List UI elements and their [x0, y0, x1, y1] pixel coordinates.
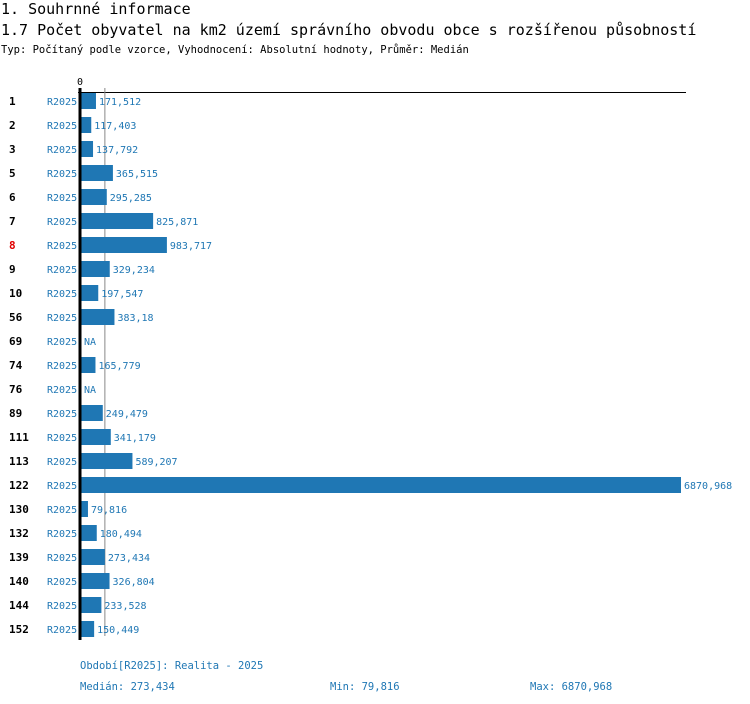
series-label: R2025: [47, 313, 77, 324]
series-label: R2025: [47, 97, 77, 108]
axis-zero-label: 0: [77, 77, 83, 88]
data-label: 249,479: [106, 409, 148, 420]
series-label: R2025: [47, 385, 77, 396]
chart-title: 1.7 Počet obyvatel na km2 území správníh…: [1, 21, 697, 39]
bar: [81, 405, 103, 421]
category-label: 74: [9, 359, 23, 372]
data-label: 233,528: [104, 601, 146, 612]
series-label: R2025: [47, 505, 77, 516]
data-label: 180,494: [100, 529, 142, 540]
series-label: R2025: [47, 409, 77, 420]
category-label: 139: [9, 551, 29, 564]
series-label: R2025: [47, 481, 77, 492]
category-label: 132: [9, 527, 29, 540]
data-label: 6870,968: [684, 481, 732, 492]
series-label: R2025: [47, 265, 77, 276]
data-label: 137,792: [96, 145, 138, 156]
series-label: R2025: [47, 625, 77, 636]
data-label: 150,449: [97, 625, 139, 636]
bar: [81, 261, 110, 277]
data-label: 171,512: [99, 97, 141, 108]
bar: [81, 285, 99, 301]
bar: [81, 213, 154, 229]
bar: [81, 189, 107, 205]
bar: [81, 621, 95, 637]
bar: [81, 597, 102, 613]
series-label: R2025: [47, 121, 77, 132]
bar: [81, 117, 92, 133]
footer-median: Medián: 273,434: [80, 681, 175, 693]
bar: [81, 93, 96, 109]
series-label: R2025: [47, 577, 77, 588]
series-label: R2025: [47, 241, 77, 252]
data-label: 117,403: [94, 121, 136, 132]
series-label: R2025: [47, 217, 77, 228]
bar: [81, 165, 113, 181]
bar: [81, 477, 681, 493]
category-label: 89: [9, 407, 22, 420]
footer-max: Max: 6870,968: [530, 681, 613, 693]
category-label: 3: [9, 143, 16, 156]
category-label: 113: [9, 455, 29, 468]
category-label: 5: [9, 167, 16, 180]
section-title: 1. Souhrnné informace: [1, 0, 191, 18]
category-label: 111: [9, 431, 29, 444]
data-label: 79,816: [91, 505, 127, 516]
series-label: R2025: [47, 337, 77, 348]
category-label: 69: [9, 335, 22, 348]
data-label: NA: [84, 337, 96, 348]
data-label: 329,234: [113, 265, 155, 276]
series-label: R2025: [47, 169, 77, 180]
bar: [81, 309, 115, 325]
data-label: 365,515: [116, 169, 158, 180]
data-label: 983,717: [170, 241, 212, 252]
category-label: 2: [9, 119, 16, 132]
bar: [81, 237, 167, 253]
category-label: 122: [9, 479, 29, 492]
series-label: R2025: [47, 289, 77, 300]
bar: [81, 453, 133, 469]
category-label: 6: [9, 191, 16, 204]
data-label: 589,207: [135, 457, 177, 468]
category-label: 7: [9, 215, 16, 228]
category-label: 130: [9, 503, 29, 516]
data-label: 825,871: [156, 217, 198, 228]
category-label: 1: [9, 95, 16, 108]
bar-chart: 0 1 R2025 171,512 2 R2025 117,403 3 R2025 137,792…: [9, 77, 732, 640]
category-label: 152: [9, 623, 29, 636]
footer-period: Období[R2025]: Realita - 2025: [80, 660, 264, 672]
category-label: 8: [9, 239, 16, 252]
category-label: 140: [9, 575, 29, 588]
series-label: R2025: [47, 433, 77, 444]
data-label: 165,779: [98, 361, 140, 372]
series-label: R2025: [47, 529, 77, 540]
category-label: 144: [9, 599, 29, 612]
series-label: R2025: [47, 553, 77, 564]
bar: [81, 549, 105, 565]
category-label: 76: [9, 383, 23, 396]
bar: [81, 501, 88, 517]
category-label: 56: [9, 311, 23, 324]
data-label: 295,285: [110, 193, 152, 204]
bar: [81, 357, 96, 373]
data-label: 383,18: [117, 313, 153, 324]
data-label: 197,547: [101, 289, 143, 300]
category-label: 10: [9, 287, 22, 300]
bar: [81, 573, 110, 589]
category-label: 9: [9, 263, 16, 276]
bar: [81, 525, 97, 541]
series-label: R2025: [47, 601, 77, 612]
series-label: R2025: [47, 145, 77, 156]
footer-min: Min: 79,816: [330, 681, 400, 693]
bar: [81, 429, 111, 445]
data-label: 273,434: [108, 553, 150, 564]
data-label: 326,804: [113, 577, 155, 588]
bar: [81, 141, 94, 157]
chart-subtitle: Typ: Počítaný podle vzorce, Vyhodnocení:…: [1, 44, 469, 56]
series-label: R2025: [47, 193, 77, 204]
series-label: R2025: [47, 361, 77, 372]
data-label: NA: [84, 385, 96, 396]
data-label: 341,179: [114, 433, 156, 444]
series-label: R2025: [47, 457, 77, 468]
